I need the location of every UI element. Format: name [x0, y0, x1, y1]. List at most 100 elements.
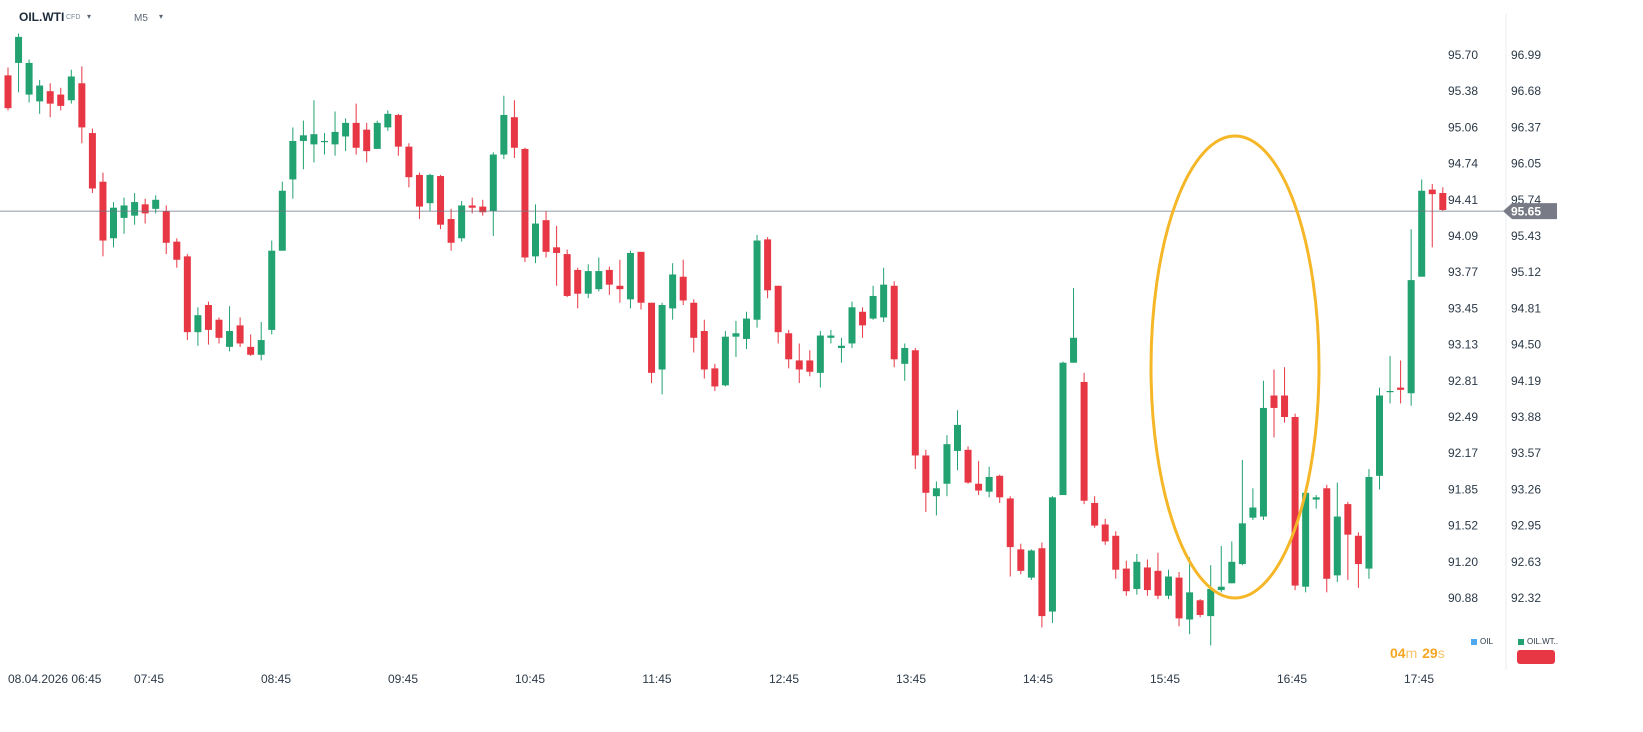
candle-down [1291, 417, 1299, 586]
y-axis-left-label: 94.41 [1448, 193, 1478, 207]
timeframe-dropdown-icon[interactable]: ▾ [159, 12, 164, 21]
candle-up [932, 488, 940, 497]
candle-up [732, 333, 740, 337]
y-axis-right-label: 92.95 [1511, 519, 1541, 533]
candle-down [922, 455, 930, 493]
y-axis-right-label: 96.99 [1511, 48, 1541, 62]
candle-down [764, 239, 772, 291]
candle-up [25, 62, 33, 95]
x-axis-tick-label: 07:45 [134, 672, 164, 686]
y-axis-right-label: 95.43 [1511, 229, 1541, 243]
candle-up [257, 340, 265, 355]
y-axis-right-label: 96.05 [1511, 157, 1541, 171]
candle-down [352, 122, 360, 148]
candle-up [131, 202, 139, 216]
candle-down [648, 302, 656, 373]
candle-down [774, 285, 782, 333]
symbol-name[interactable]: OIL.WTI [19, 10, 65, 24]
candle-up [120, 205, 128, 218]
legend-label-oil: OIL [1480, 637, 1493, 646]
y-axis-right-label: 94.19 [1511, 374, 1541, 388]
candle-down [563, 254, 571, 296]
candle-up [1333, 516, 1341, 576]
y-axis-left-label: 91.85 [1448, 482, 1478, 496]
candle-up [1407, 280, 1415, 394]
candle-up [848, 307, 856, 344]
candle-down [605, 269, 613, 285]
y-axis-left-label: 95.06 [1448, 120, 1478, 134]
candle-down [415, 174, 423, 207]
candle-down [1439, 193, 1447, 210]
legend-item-oil[interactable]: OIL [1471, 637, 1493, 646]
candle-up [268, 250, 276, 330]
candle-up [310, 134, 318, 145]
candle-down [553, 247, 561, 253]
sell-indicator-pill[interactable] [1517, 650, 1555, 664]
candle-down [4, 75, 12, 109]
x-axis-tick-label: 09:45 [388, 672, 418, 686]
y-axis-left-label: 93.13 [1448, 338, 1478, 352]
candle-up [1386, 390, 1394, 393]
x-axis-tick-label: 08:45 [261, 672, 291, 686]
candle-up [985, 476, 993, 492]
candle-down [236, 325, 244, 344]
candle-down [1143, 567, 1151, 591]
timer-seconds: 29 [1422, 645, 1438, 661]
candle-down [173, 241, 181, 260]
candle-down [88, 133, 96, 189]
candle-down [1017, 549, 1025, 571]
candle-up [943, 444, 951, 484]
legend-item-oil-wti[interactable]: OIL.WT.. [1518, 637, 1558, 646]
y-axis-left-label: 92.49 [1448, 410, 1478, 424]
candle-up [1302, 492, 1310, 587]
candle-down [964, 449, 972, 483]
y-axis-right-label: 94.81 [1511, 301, 1541, 315]
y-axis-left-label: 91.20 [1448, 555, 1478, 569]
candle-up [626, 252, 634, 300]
x-axis-tick-label: 17:45 [1404, 672, 1434, 686]
candle-up [194, 315, 202, 333]
candle-down [1196, 600, 1204, 615]
symbol-type-label: CFD [66, 14, 81, 21]
timeframe-selector[interactable]: M5 [134, 13, 148, 24]
candle-up [532, 223, 539, 257]
candle-down [1270, 395, 1278, 408]
candle-up [837, 345, 845, 348]
candle-down [215, 319, 223, 338]
candle-down [1281, 395, 1289, 417]
candle-down [1091, 502, 1099, 526]
candle-up [1186, 592, 1194, 620]
y-axis-right-label: 96.37 [1511, 120, 1541, 134]
symbol-dropdown-icon[interactable]: ▾ [87, 12, 92, 21]
candle-down [78, 83, 86, 128]
y-axis-left-label: 95.70 [1448, 48, 1478, 62]
candle-up [880, 284, 888, 318]
timer-seconds-unit: s [1437, 645, 1445, 661]
candle-down [46, 91, 54, 104]
candle-down [996, 475, 1004, 498]
x-axis-start-label: 08.04.2026 06:45 [8, 672, 102, 686]
highlight-ellipse [1149, 134, 1321, 600]
candle-down [1344, 504, 1352, 535]
candle-up [152, 199, 160, 209]
candle-up [816, 335, 824, 373]
candle-up [658, 305, 666, 370]
candle-up [1133, 561, 1141, 589]
candle-up [36, 85, 44, 102]
y-axis-right-label: 92.63 [1511, 555, 1541, 569]
candle-up [869, 295, 877, 319]
y-axis-left-label: 93.77 [1448, 265, 1478, 279]
candle-down [141, 204, 149, 214]
candle-up [1070, 337, 1078, 363]
candle-up [15, 36, 23, 63]
y-axis-right-label: 93.57 [1511, 446, 1541, 460]
candle-down [468, 205, 476, 208]
candle-up [426, 174, 434, 204]
y-axis-left-label: 93.45 [1448, 301, 1478, 315]
current-price-label: 95.65 [1511, 205, 1541, 219]
candle-up [1048, 497, 1056, 612]
candle-up [584, 271, 592, 294]
candle-down [1006, 498, 1014, 548]
